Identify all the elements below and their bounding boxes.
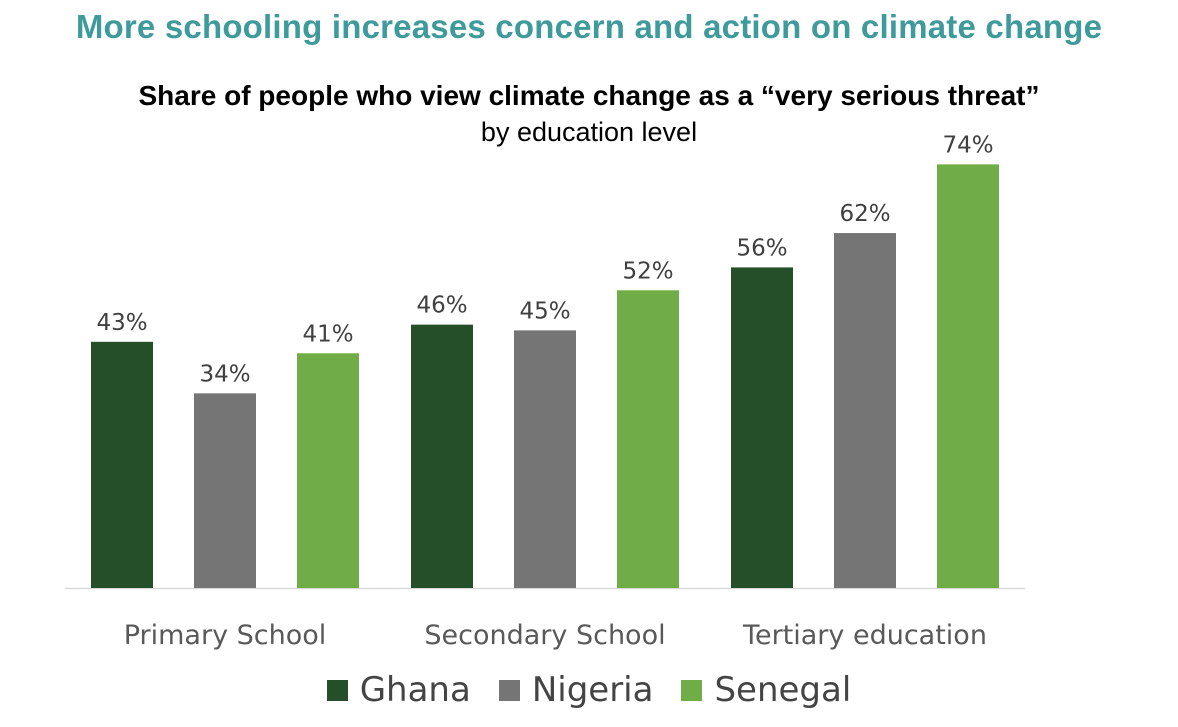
chart-title: Share of people who view climate change … [138, 80, 1040, 111]
data-label-ghana-primary-school: 43% [96, 310, 147, 336]
legend-swatch-ghana [326, 679, 348, 701]
legend-item-ghana: Ghana [326, 670, 471, 710]
legend-item-nigeria: Nigeria [498, 670, 654, 710]
bar-chart: 43% 34% 41% Primary School 46% 45% 52% Secondar… [65, 132, 1025, 651]
data-label-nigeria-tertiary-education: 62% [839, 201, 890, 227]
bar-senegal-tertiary-education [937, 164, 999, 588]
bar-ghana-tertiary-education [731, 267, 793, 588]
legend-label-ghana: Ghana [359, 670, 471, 710]
data-label-ghana-secondary-school: 46% [416, 293, 467, 319]
bar-ghana-secondary-school [411, 324, 473, 588]
bar-ghana-primary-school [91, 341, 153, 588]
x-tick-label-secondary-school: Secondary School [424, 620, 665, 651]
data-label-senegal-primary-school: 41% [302, 321, 353, 347]
legend-item-senegal: Senegal [681, 670, 851, 710]
data-label-ghana-tertiary-education: 56% [736, 235, 787, 261]
legend-swatch-senegal [681, 679, 703, 701]
data-label-nigeria-secondary-school: 45% [519, 298, 570, 324]
bar-senegal-primary-school [297, 353, 359, 588]
data-label-nigeria-primary-school: 34% [199, 361, 250, 387]
chart-subtitle: by education level [480, 117, 698, 147]
legend-label-nigeria: Nigeria [531, 670, 654, 710]
bar-nigeria-primary-school [194, 393, 256, 588]
bar-nigeria-tertiary-education [834, 233, 896, 589]
data-label-senegal-tertiary-education: 74% [942, 132, 993, 158]
headline: More schooling increases concern and act… [75, 8, 1103, 45]
x-tick-label-tertiary-education: Tertiary education [742, 620, 987, 651]
data-label-senegal-secondary-school: 52% [622, 258, 673, 284]
legend-swatch-nigeria [498, 679, 520, 701]
legend: Ghana Nigeria Senegal [0, 670, 1178, 710]
x-tick-label-primary-school: Primary School [124, 620, 327, 651]
bar-nigeria-secondary-school [514, 330, 576, 588]
bar-senegal-secondary-school [617, 290, 679, 588]
legend-label-senegal: Senegal [714, 670, 852, 710]
